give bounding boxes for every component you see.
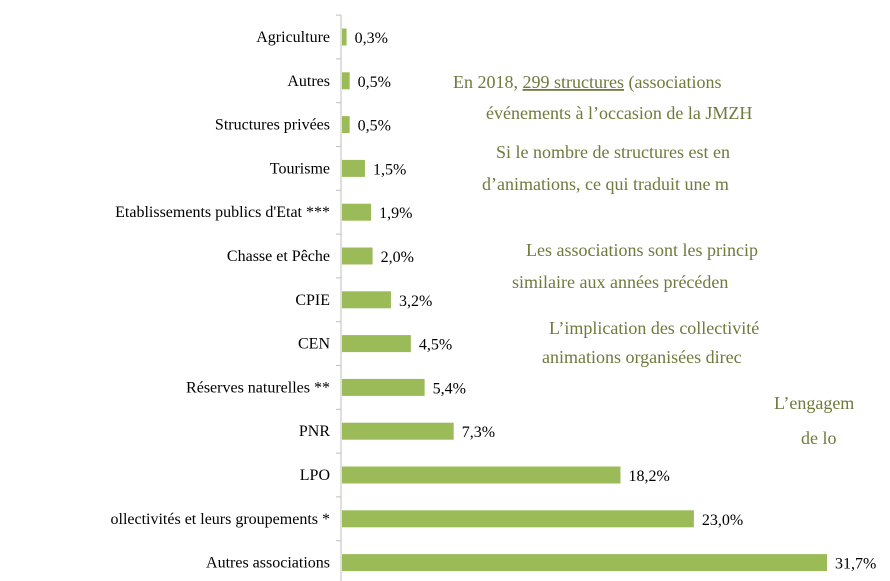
paragraph-line: d’animations, ce qui traduit une m (482, 174, 729, 194)
category-label: Structures privées (215, 117, 330, 134)
value-label: 0,5% (358, 74, 391, 91)
category-label: Agriculture (256, 29, 330, 46)
paragraph-line: similaire aux années précéden (512, 272, 728, 292)
value-label: 5,4% (433, 380, 466, 397)
value-label: 23,0% (702, 512, 743, 529)
category-label: CPIE (295, 292, 330, 309)
paragraph-line: de lo (801, 428, 837, 448)
value-label: 3,2% (399, 293, 432, 310)
link-text: 299 structures (523, 72, 624, 92)
paragraph-line: animations organisées direc (542, 347, 742, 367)
bar (342, 203, 372, 221)
bar (342, 510, 694, 528)
paragraph-line: Les associations sont les princip (526, 240, 758, 260)
category-label: Chasse et Pêche (227, 248, 330, 265)
value-label: 1,5% (373, 161, 406, 178)
bar (342, 554, 828, 572)
text: En 2018, (453, 72, 523, 92)
paragraph-line: Si le nombre de structures est en (496, 142, 730, 162)
value-label: 2,0% (381, 249, 414, 266)
category-label: Autres (287, 73, 330, 90)
category-label: Autres associations (206, 555, 330, 572)
paragraph-line: En 2018, 299 structures (associations (453, 72, 721, 93)
category-label: Tourisme (270, 160, 330, 177)
category-label: CEN (298, 336, 330, 353)
category-label: PNR (299, 423, 330, 440)
value-label: 0,3% (355, 30, 388, 47)
bar (342, 159, 365, 177)
bar (342, 247, 373, 265)
bar (342, 378, 425, 396)
text: (associations (624, 72, 721, 93)
paragraph-line: L’engagem (774, 393, 854, 413)
bar (342, 422, 454, 440)
value-label: 18,2% (628, 468, 669, 485)
bar (342, 291, 391, 309)
value-label: 31,7% (835, 556, 876, 573)
value-label: 0,5% (358, 118, 391, 135)
value-label: 7,3% (462, 424, 495, 441)
category-label: Etablissements publics d'Etat *** (115, 204, 330, 221)
category-label: ollectivités et leurs groupements * (111, 511, 331, 528)
category-label: LPO (300, 467, 330, 484)
bar (342, 466, 621, 484)
bar (342, 335, 411, 353)
category-label: Réserves naturelles ** (186, 379, 330, 396)
value-label: 4,5% (419, 337, 452, 354)
value-label: 1,9% (379, 205, 412, 222)
bar (342, 72, 350, 90)
paragraph-line: événements à l’occasion de la JMZH (486, 103, 752, 123)
bar (342, 116, 350, 134)
bar (342, 28, 347, 46)
paragraph-line: L’implication des collectivité (549, 318, 759, 338)
